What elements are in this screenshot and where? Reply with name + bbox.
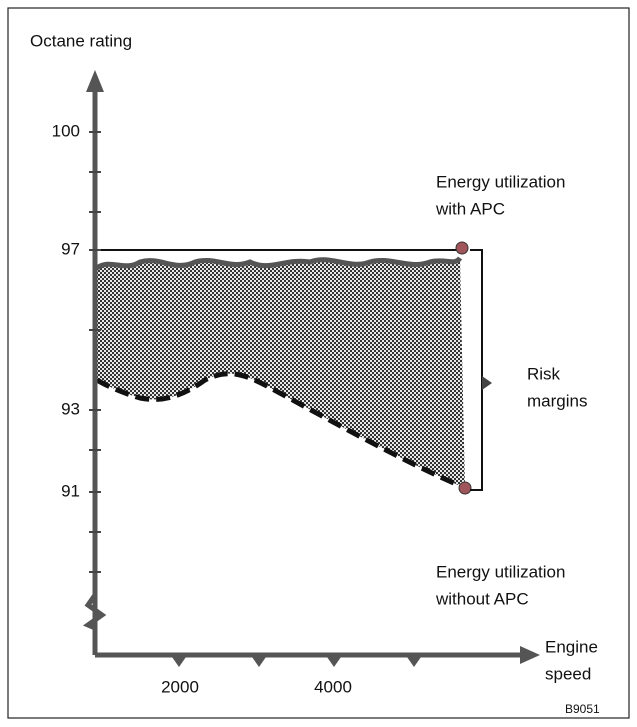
annotation: Risk <box>527 364 561 383</box>
annotation: without APC <box>435 589 529 608</box>
risk-bracket <box>470 250 482 490</box>
risk-area <box>97 258 465 488</box>
y-tick-label: 97 <box>61 239 80 258</box>
y-arrow <box>86 70 104 92</box>
figure-id: B9051 <box>565 702 600 716</box>
y-tick-label: 93 <box>61 399 80 418</box>
x-ticks <box>172 657 421 667</box>
x-tick-label: 4000 <box>314 677 352 696</box>
annotation: Energy utilization <box>436 172 565 191</box>
y-tick-label: 100 <box>52 121 80 140</box>
annotation: margins <box>527 391 587 410</box>
annotation: Energy utilization <box>436 562 565 581</box>
apc-point <box>456 242 468 254</box>
annotation: with APC <box>435 199 505 218</box>
x-arrow <box>520 646 540 664</box>
x-tick-label: 2000 <box>161 677 199 696</box>
x-title: Engine <box>545 637 598 656</box>
bracket-tip <box>482 376 492 390</box>
no-apc-point <box>459 482 471 494</box>
y-title: Octane rating <box>30 31 132 50</box>
y-tick-label: 91 <box>61 481 80 500</box>
x-title: speed <box>545 664 591 683</box>
diagram: Octane rating 100 97 93 91 2000 4000 Eng… <box>0 0 637 727</box>
